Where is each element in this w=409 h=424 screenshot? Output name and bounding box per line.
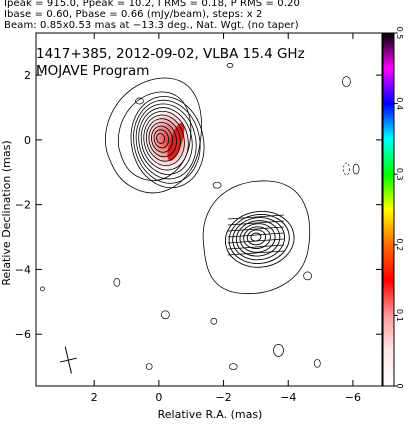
pol-vector: [227, 220, 284, 226]
core-contour: [140, 110, 189, 171]
pol-vector: [227, 226, 284, 232]
colorbar-tick-label: 0.2: [395, 238, 404, 251]
noise-contour: [226, 63, 234, 68]
core-contour: [151, 125, 173, 153]
knot-contour: [239, 223, 276, 253]
core-contour: [153, 129, 170, 149]
header-line-2: Ibase = 0.60, Pbase = 0.66 (mJy/beam), s…: [4, 9, 263, 20]
colorbar-tick-label: 0.4: [395, 97, 404, 110]
colorbar-tick-label: 0.3: [395, 168, 404, 181]
beam-marker: [59, 346, 77, 374]
core-contour: [133, 99, 201, 184]
colorbar-tick-label: 0.1: [395, 309, 404, 322]
core-contour: [156, 133, 166, 144]
noise-contour: [40, 286, 45, 292]
colorbar-tick-label: 0: [395, 383, 404, 388]
header-line-3: Beam: 0.85x0.53 mas at −13.3 deg., Nat. …: [4, 20, 299, 31]
chart-title: 1417+385, 2012-09-02, VLBA 15.4 GHz: [36, 46, 305, 62]
header-line-1: Ipeak = 915.0, Ppeak = 10.2, I RMS = 0.1…: [4, 0, 300, 9]
x-tick-label: 2: [91, 391, 98, 404]
noise-contour: [135, 97, 144, 105]
x-tick-label: −6: [345, 391, 361, 404]
y-tick-label: −2: [15, 199, 31, 212]
y-tick-label: −4: [15, 263, 31, 276]
beam-minor-axis: [59, 357, 77, 363]
y-axis-label: Relative Declination (mas): [0, 140, 13, 285]
plot-frame: [35, 32, 383, 387]
colorbar-tick-label: 0.5: [395, 27, 404, 40]
knot-contour: [250, 232, 262, 242]
noise-contour: [352, 163, 360, 175]
pol-vector: [227, 250, 284, 256]
core-outer-contour: [105, 77, 202, 194]
noise-contour: [303, 271, 312, 281]
contours: [105, 77, 311, 295]
core-contour: [145, 118, 181, 162]
noise-contour: [273, 344, 284, 357]
noise-contour: [342, 76, 351, 87]
noise-contours: [40, 63, 360, 370]
pol-vector: [227, 244, 284, 250]
pol-vector: [227, 232, 284, 238]
core-contour: [148, 122, 177, 158]
noise-contour: [113, 278, 121, 287]
pol-vector: [227, 238, 284, 244]
noise-contour: [145, 363, 153, 370]
noise-contour: [160, 310, 170, 320]
chart-subtitle: MOJAVE Program: [36, 63, 149, 79]
noise-contour: [313, 358, 321, 368]
x-tick-label: −2: [215, 391, 231, 404]
y-tick-label: 2: [24, 69, 31, 82]
plot-border: [35, 32, 383, 387]
y-tick-label: −6: [15, 328, 31, 341]
core-peak: [167, 122, 185, 161]
knot-contour: [232, 217, 286, 261]
knot-contour: [246, 229, 267, 246]
knot-contour: [235, 220, 281, 257]
noise-contour: [228, 363, 238, 370]
colorbar-scale: [382, 32, 395, 387]
negative-contour: [343, 162, 350, 176]
x-tick-label: −4: [280, 391, 296, 404]
x-axis-ticks: 2 0 −2 −4 −6: [91, 33, 361, 404]
knot-contour: [243, 226, 271, 249]
knot-outer-contour: [202, 180, 311, 295]
pol-vector: [227, 214, 284, 220]
y-tick-label: 0: [24, 134, 31, 147]
x-axis-label: Relative R.A. (mas): [158, 408, 263, 421]
core-contour: [143, 114, 185, 166]
core-contour: [130, 96, 205, 189]
core-contour: [135, 103, 197, 180]
colorbar: 0 0.1 0.2 0.3 0.4 0.5: [382, 27, 404, 389]
x-tick-label: 0: [155, 391, 162, 404]
noise-contour: [210, 317, 218, 325]
knot-contour: [225, 210, 295, 268]
y-axis-ticks: 2 0 −2 −4 −6: [15, 69, 382, 341]
noise-contour: [212, 181, 222, 189]
